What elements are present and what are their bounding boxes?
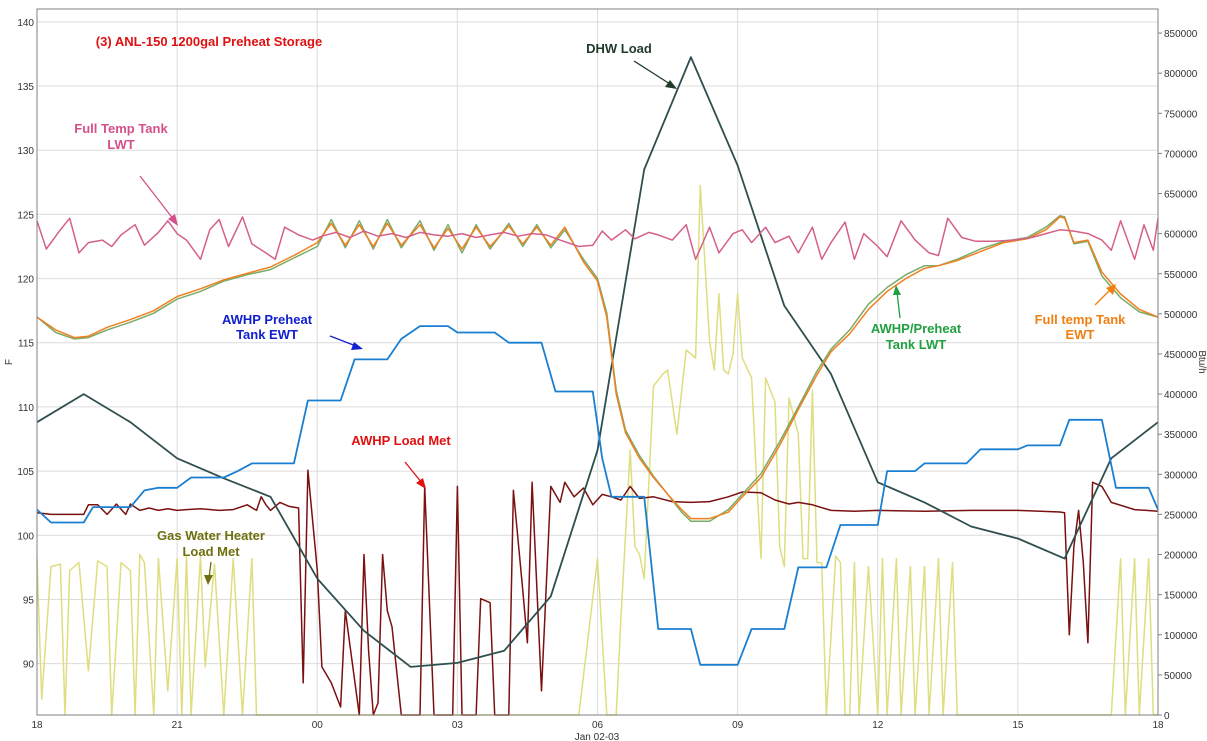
series-lines <box>36 56 1159 716</box>
arrow-dhw-load <box>633 60 671 85</box>
x-tick-label: 00 <box>312 720 324 731</box>
x-axis-label: Jan 02-03 <box>575 732 620 741</box>
series-line-5 <box>36 469 1159 716</box>
left-axis-ticks: 90 95 100 105 110 115 120 125 130 135 140 <box>17 18 34 671</box>
y-axis-label-right: Btu/h <box>1196 350 1207 373</box>
y-tick-label-left: 100 <box>17 531 34 542</box>
plot-frame <box>36 8 1159 716</box>
label-full-temp-ewt-2: EWT <box>1066 327 1095 342</box>
x-tick-label: 18 <box>31 720 43 731</box>
x-tick-label: 09 <box>732 720 744 731</box>
y-tick-label-right: 600000 <box>1164 230 1198 241</box>
y-tick-label-right: 100000 <box>1164 631 1198 642</box>
label-gas-heater-1: Gas Water Heater <box>157 528 265 543</box>
arrowhead-dhw-load <box>665 80 677 89</box>
y-tick-label-right: 250000 <box>1164 510 1198 521</box>
y-tick-label-right: 800000 <box>1164 69 1198 80</box>
y-tick-label-left: 120 <box>17 275 34 286</box>
y-tick-label-right: 450000 <box>1164 350 1198 361</box>
y-tick-label-right: 500000 <box>1164 310 1198 321</box>
label-awhp-ewt-1: AWHP Preheat <box>222 312 313 327</box>
label-full-temp-ewt-1: Full temp Tank <box>1035 312 1127 327</box>
series-line-0 <box>36 216 1159 261</box>
arrow-full-temp-ewt <box>1094 289 1111 306</box>
y-tick-label-right: 350000 <box>1164 430 1198 441</box>
y-tick-label-right: 850000 <box>1164 29 1198 40</box>
x-axis-ticks: 18 21 00 03 06 09 12 15 18 <box>31 720 1164 731</box>
arrowhead-full-temp-ewt <box>1106 284 1116 295</box>
x-tick-label: 03 <box>452 720 464 731</box>
label-awhp-lwt-2: Tank LWT <box>886 337 946 352</box>
y-tick-label-right: 150000 <box>1164 591 1198 602</box>
series-line-3 <box>36 325 1159 666</box>
arrow-full-temp-lwt <box>139 175 175 221</box>
label-dhw-load: DHW Load <box>586 41 652 56</box>
series-line-1 <box>36 216 1159 520</box>
x-tick-label: 06 <box>592 720 604 731</box>
label-awhp-load-met: AWHP Load Met <box>351 433 451 448</box>
y-tick-label-left: 110 <box>18 403 34 414</box>
annotations: (3) ANL-150 1200gal Preheat Storage Full… <box>74 34 1126 585</box>
y-tick-label-right: 750000 <box>1164 109 1198 120</box>
arrowhead-gas-heater <box>204 575 213 585</box>
y-tick-label-right: 400000 <box>1164 390 1198 401</box>
y-tick-label-left: 90 <box>23 660 35 671</box>
chart-title: (3) ANL-150 1200gal Preheat Storage <box>96 34 322 49</box>
y-tick-label-right: 200000 <box>1164 551 1198 562</box>
arrow-awhp-lwt <box>896 291 901 319</box>
arrowhead-awhp-ewt <box>351 342 363 350</box>
y-tick-label-right: 650000 <box>1164 190 1198 201</box>
label-full-temp-lwt-1: Full Temp Tank <box>74 121 168 136</box>
label-awhp-ewt-2: Tank EWT <box>236 327 298 342</box>
right-axis-ticks: 0 50000 100000 150000 200000 250000 300000 3500… <box>1158 29 1198 722</box>
x-tick-label: 12 <box>872 720 884 731</box>
y-tick-label-right: 0 <box>1164 711 1170 722</box>
arrowhead-full-temp-lwt <box>168 214 178 226</box>
y-tick-label-left: 115 <box>18 339 34 350</box>
y-tick-label-right: 700000 <box>1164 149 1198 160</box>
arrowhead-awhp-load-met <box>416 478 426 489</box>
y-tick-label-right: 550000 <box>1164 270 1198 281</box>
y-tick-label-left: 95 <box>23 595 35 606</box>
y-tick-label-right: 300000 <box>1164 470 1198 481</box>
label-full-temp-lwt-2: LWT <box>107 137 134 152</box>
x-tick-label: 21 <box>172 720 184 731</box>
y-axis-label-left: F <box>4 359 15 365</box>
y-tick-label-left: 140 <box>17 18 34 29</box>
y-tick-label-left: 125 <box>17 210 34 221</box>
label-gas-heater-2: Load Met <box>182 544 240 559</box>
y-tick-label-right: 50000 <box>1164 671 1192 682</box>
y-tick-label-left: 105 <box>17 467 34 478</box>
arrow-awhp-ewt <box>329 335 357 347</box>
y-tick-label-left: 130 <box>17 146 34 157</box>
label-awhp-lwt-1: AWHP/Preheat <box>871 321 962 336</box>
y-tick-label-left: 135 <box>17 82 34 93</box>
x-tick-label: 15 <box>1012 720 1024 731</box>
arrow-awhp-load-met <box>404 461 423 484</box>
series-line-6 <box>36 184 1158 716</box>
x-tick-label: 18 <box>1152 720 1164 731</box>
arrowhead-awhp-lwt <box>893 285 901 295</box>
